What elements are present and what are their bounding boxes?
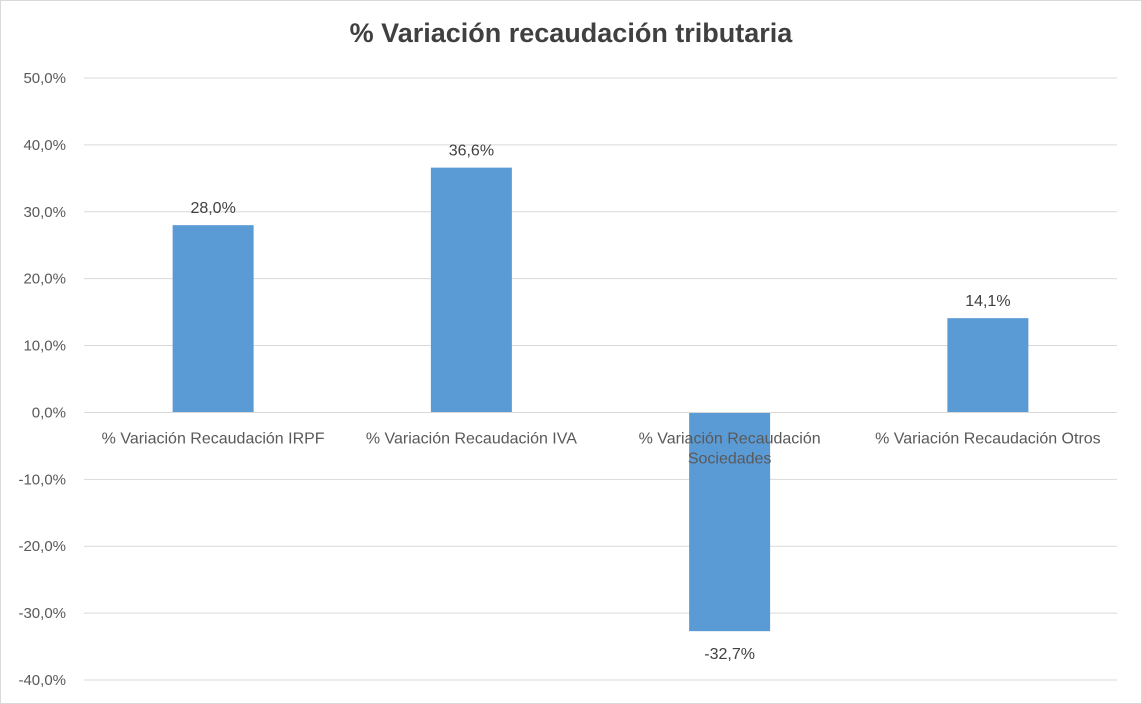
data-label: 14,1% [965,293,1010,310]
x-tick-label: % Variación Recaudación Otros [875,430,1101,447]
y-tick-label: -20,0% [18,538,66,555]
bar [430,167,512,413]
bar [172,225,254,413]
y-tick-label: 20,0% [23,271,66,288]
data-label: 36,6% [449,143,494,160]
y-tick-label: 30,0% [23,204,66,221]
x-tick-label: Sociedades [688,450,772,467]
x-tick-label: % Variación Recaudación IRPF [102,430,325,447]
y-tick-label: 50,0% [23,70,66,87]
y-tick-label: 40,0% [23,137,66,154]
chart-title: % Variación recaudación tributaria [349,18,793,48]
y-tick-label: -30,0% [18,605,66,622]
data-label: 28,0% [190,200,235,217]
bar [689,412,771,632]
y-tick-label: -10,0% [18,471,66,488]
x-tick-label: % Variación Recaudación [639,430,821,447]
y-tick-label: 0,0% [32,404,66,421]
x-tick-label: % Variación Recaudación IVA [366,430,577,447]
y-tick-label: -40,0% [18,672,66,689]
bar [947,318,1029,413]
y-tick-label: 10,0% [23,338,66,355]
data-label: -32,7% [704,646,755,663]
